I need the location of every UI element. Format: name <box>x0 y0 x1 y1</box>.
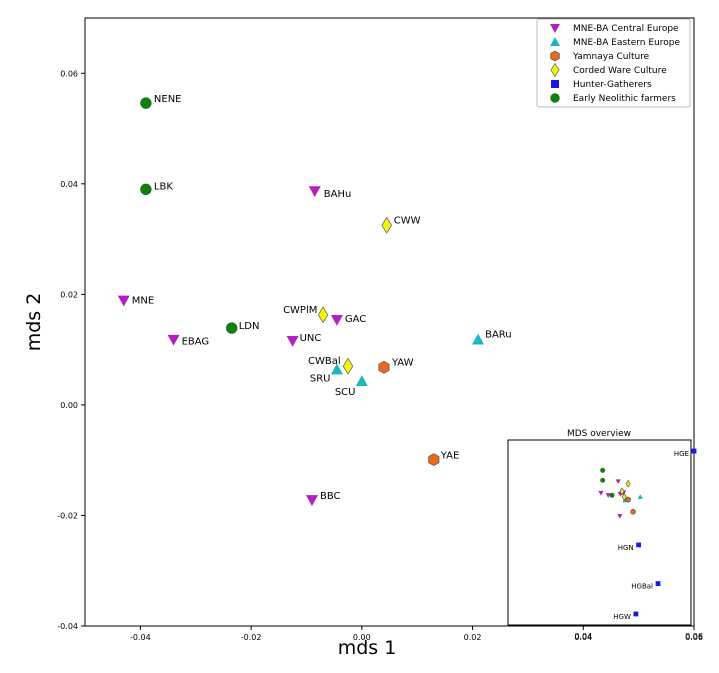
x-tick-label: 0.06 <box>685 633 703 642</box>
y-tick-label: 0.04 <box>60 180 78 189</box>
inset-point-2 <box>609 492 615 498</box>
point-label-gac: GAC <box>345 314 366 325</box>
y-axis-title: mds 2 <box>23 293 45 352</box>
point-label-cwplm: CWPlM <box>283 305 317 316</box>
legend-marker-yamnaya-culture <box>550 50 560 62</box>
point-cww <box>381 216 392 234</box>
legend-label-mne-ba-eastern-europe: MNE-BA Eastern Europe <box>573 38 680 48</box>
inset-label-hgbal: HGBal <box>631 583 653 591</box>
point-lbk <box>140 183 152 196</box>
legend-marker-mne-ba-eastern-europe <box>550 37 560 46</box>
inset-label-hgn: HGN <box>618 544 634 552</box>
legend-label-corded-ware-culture: Corded Ware Culture <box>573 66 667 76</box>
x-tick-label: -0.04 <box>130 633 151 642</box>
point-label-cwbal: CWBal <box>308 356 341 367</box>
inset-point-9 <box>637 494 643 499</box>
point-label-nene: NENE <box>154 94 182 105</box>
inset-point-12 <box>630 508 636 515</box>
point-nene <box>140 97 152 109</box>
legend-label-mne-ba-central-europe: MNE-BA Central Europe <box>573 24 679 34</box>
main-plot-labels: BAHu MNE EBAG UNC GAC BBC BARu SRU SCU YAW YAE CWW C… <box>132 94 512 502</box>
point-label-cww: CWW <box>394 215 421 226</box>
legend-marker-corded-ware-culture <box>550 62 560 78</box>
point-label-baru: BARu <box>485 330 512 341</box>
y-tick-label: -0.02 <box>57 511 78 520</box>
point-cwplm <box>317 306 329 324</box>
point-label-bbc: BBC <box>320 491 341 502</box>
inset-x-tick-label: 0.06 <box>685 632 703 641</box>
point-bbc <box>305 495 318 506</box>
point-scu <box>355 375 368 386</box>
point-label-lbk: LBK <box>154 181 173 192</box>
overview-inset: MDS overview HGE HGN HGBal HGW 0.04 0.06 <box>507 429 703 641</box>
inset-point-hgw <box>633 611 639 617</box>
legend-marker-hunter-gatherers <box>551 80 559 88</box>
legend-marker-early-neolithic-farmers <box>550 93 560 103</box>
x-tick-label: 0.00 <box>353 633 371 642</box>
inset-point-16 <box>621 492 627 501</box>
inset-point-3 <box>598 490 604 496</box>
point-label-yaw: YAW <box>391 357 414 368</box>
point-label-ebag: EBAG <box>182 337 210 348</box>
point-label-sru: SRU <box>310 374 331 385</box>
point-ebag <box>167 334 180 346</box>
point-baru <box>472 333 485 345</box>
inset-point-hgbal <box>655 581 661 586</box>
point-cwbal <box>342 357 354 375</box>
legend-marker-mne-ba-central-europe <box>550 24 560 33</box>
legend-label-hunter-gatherers: Hunter-Gatherers <box>573 80 652 90</box>
y-tick-label: 0.00 <box>60 401 78 410</box>
y-tick-label: 0.06 <box>60 69 78 78</box>
point-label-scu: SCU <box>335 387 356 398</box>
main-plot-points <box>117 97 485 506</box>
inset-label-hgw: HGW <box>613 613 631 621</box>
inset-point-1 <box>600 477 606 483</box>
y-tick-label: 0.02 <box>60 290 78 299</box>
x-axis-ticks: -0.04 -0.02 0.00 0.02 0.04 0.06 <box>130 626 703 642</box>
point-ldn <box>226 322 238 334</box>
point-label-bahu: BAHu <box>324 189 352 200</box>
legend-label-early-neolithic-farmers: Early Neolithic farmers <box>573 94 676 104</box>
inset-label-hge: HGE <box>674 450 689 458</box>
inset-frame <box>507 439 692 626</box>
x-axis-title: mds 1 <box>338 637 397 659</box>
point-unc <box>286 335 299 347</box>
legend-frame <box>536 18 691 108</box>
inset-point-hgn <box>636 542 642 548</box>
x-tick-label: 0.04 <box>574 633 592 642</box>
point-yae <box>428 453 440 467</box>
point-mne <box>117 295 130 307</box>
inset-point-14 <box>625 479 631 488</box>
y-tick-label: -0.04 <box>57 622 78 631</box>
main-plot-frame <box>84 17 695 627</box>
point-yaw <box>378 360 390 374</box>
point-label-unc: UNC <box>300 333 322 344</box>
inset-point-0 <box>600 467 606 473</box>
point-label-yae: YAE <box>440 451 460 462</box>
point-bahu <box>308 186 321 198</box>
legend: MNE-BA Central Europe MNE-BA Eastern Euro… <box>536 18 691 108</box>
inset-point-15 <box>619 487 625 496</box>
inset-point-5 <box>615 479 621 485</box>
inset-point-8 <box>617 514 623 519</box>
inset-point-hge <box>691 448 697 454</box>
point-gac <box>330 314 343 326</box>
x-tick-label: 0.02 <box>464 633 482 642</box>
point-label-mne: MNE <box>132 295 154 306</box>
inset-title: MDS overview <box>567 429 631 439</box>
legend-label-yamnaya-culture: Yamnaya Culture <box>572 52 650 62</box>
inset-point-13 <box>625 496 631 503</box>
point-label-ldn: LDN <box>239 321 260 332</box>
inset-point-4 <box>605 493 611 498</box>
y-axis-ticks: -0.04 -0.02 0.00 0.02 0.04 0.06 <box>57 69 85 631</box>
inset-x-tick-label: 0.04 <box>574 632 592 641</box>
x-tick-label: -0.02 <box>241 633 262 642</box>
point-sru <box>330 363 343 375</box>
